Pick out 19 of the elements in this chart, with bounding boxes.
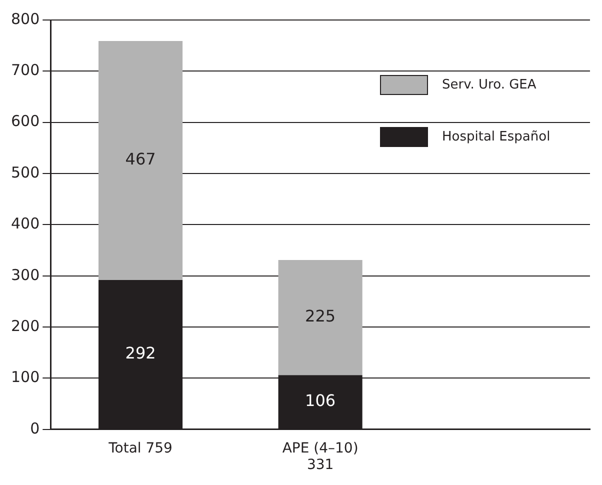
legend-label: Serv. Uro. GEA [442,77,536,92]
y-tick-label: 600 [10,112,40,130]
y-tick-label: 300 [10,266,40,284]
y-tick-label: 700 [10,61,40,80]
data-label: 106 [305,391,336,410]
data-label: 292 [125,344,156,363]
y-tick-label: 400 [10,214,40,233]
y-tick-label: 0 [30,419,40,438]
y-tick-label: 800 [10,10,40,28]
x-tick-label: Total 759 [108,440,172,456]
bar [98,40,183,280]
y-tick-label: 200 [10,316,40,335]
data-label: 225 [305,306,336,326]
legend-label: Hospital Español [442,129,550,144]
bar [278,260,362,376]
y-tick-label: 500 [10,163,40,182]
data-label: 467 [125,150,156,169]
y-tick-label: 100 [10,368,40,386]
x-tick-label: APE (4–10) 331 [282,440,358,474]
